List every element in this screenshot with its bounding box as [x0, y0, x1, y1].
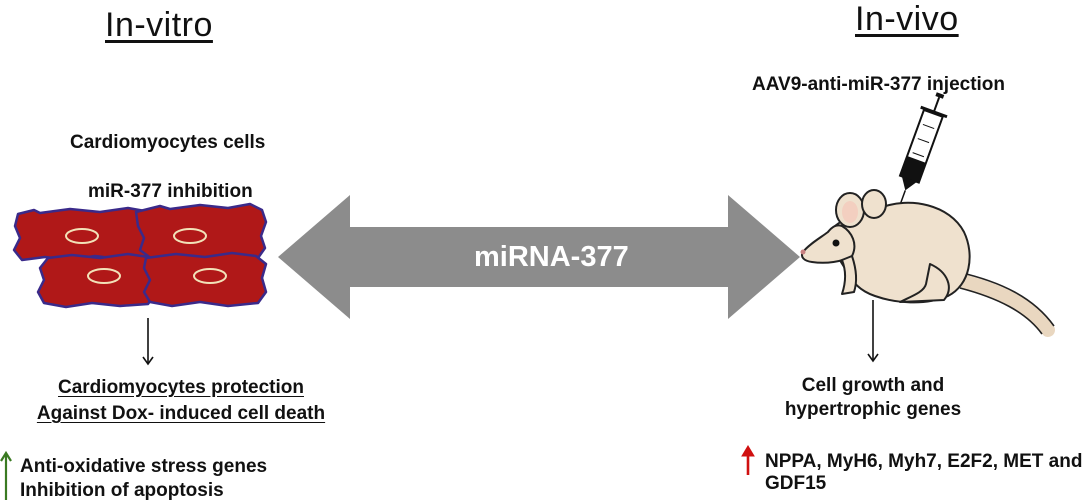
in-vivo-genes-text: NPPA, MyH6, Myh7, E2F2, MET and GDF15	[765, 451, 1083, 494]
in-vivo-outcome-line2: hypertrophic genes	[784, 399, 962, 420]
cardiomyocyte-cell	[142, 251, 268, 308]
in-vitro-effect-line2: Inhibition of apoptosis	[20, 480, 224, 501]
cell-nucleus	[65, 228, 99, 244]
double-headed-arrow	[278, 195, 800, 319]
cardiomyocyte-cell	[134, 202, 268, 265]
cell-nucleus	[173, 228, 207, 244]
mir-inhibition-label: miR-377 inhibition	[88, 181, 253, 202]
in-vitro-effect-line1: Anti-oxidative stress genes	[20, 456, 268, 477]
cardiomyocyte-cluster-icon	[12, 202, 268, 309]
cardiomyocyte-cell	[36, 252, 157, 309]
cell-nucleus	[193, 268, 227, 284]
in-vivo-outcome-line1: Cell growth and	[801, 375, 945, 396]
in-vitro-outcome-line1: Cardiomyocytes protection	[58, 377, 304, 398]
in-vivo-heading: In-vivo	[855, 0, 959, 38]
green-up-arrow-icon	[0, 450, 12, 500]
cardiomyocytes-cells-label: Cardiomyocytes cells	[70, 132, 266, 153]
in-vitro-outcome-line2: Against Dox- induced cell death	[36, 403, 326, 424]
in-vitro-heading: In-vitro	[105, 6, 213, 44]
mouse-icon	[800, 189, 1055, 337]
cardiomyocyte-cell	[12, 206, 152, 262]
syringe-icon	[897, 92, 948, 212]
down-arrow-in-vitro	[142, 318, 154, 366]
down-arrow-in-vivo	[867, 300, 879, 363]
injection-label: AAV9-anti-miR-377 injection	[752, 74, 1006, 95]
double-arrow-label: miRNA-377	[474, 241, 629, 273]
red-up-arrow-icon	[741, 445, 755, 475]
cell-nucleus	[87, 268, 121, 284]
